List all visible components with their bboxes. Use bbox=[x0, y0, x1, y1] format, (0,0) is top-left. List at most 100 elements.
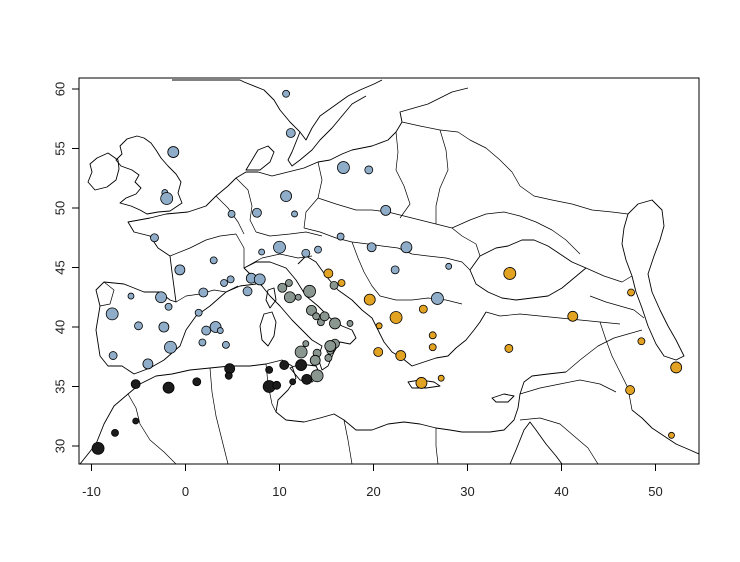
site-point-blue bbox=[390, 265, 400, 275]
site-point-blue bbox=[291, 210, 298, 218]
site-point-blue bbox=[155, 291, 167, 304]
site-point-blue bbox=[366, 242, 377, 253]
site-point-blue bbox=[158, 321, 170, 333]
site-point-blue bbox=[198, 338, 207, 347]
site-point-orange bbox=[375, 322, 383, 330]
site-point-gray bbox=[324, 340, 337, 352]
site-point-gray bbox=[294, 345, 308, 359]
site-point-blue bbox=[220, 279, 228, 287]
site-point-gray bbox=[306, 304, 317, 316]
y-tick-label: 35 bbox=[53, 379, 68, 393]
site-point-blue bbox=[209, 256, 218, 265]
site-point-blue bbox=[301, 248, 311, 258]
site-point-gray bbox=[346, 320, 354, 327]
y-axis: 30 35 40 45 50 55 60 bbox=[53, 82, 80, 453]
site-point-blue bbox=[198, 287, 209, 298]
x-tick-label: 30 bbox=[460, 484, 474, 499]
site-point-blue bbox=[222, 340, 230, 349]
y-tick-label: 40 bbox=[53, 320, 68, 334]
site-point-blue bbox=[258, 248, 266, 256]
x-axis: -10 0 10 20 30 40 50 bbox=[82, 463, 663, 499]
site-point-blue bbox=[364, 165, 374, 175]
site-point-blue bbox=[164, 340, 177, 354]
site-point-orange bbox=[625, 385, 636, 395]
country-borders bbox=[99, 121, 645, 464]
site-point-blue bbox=[108, 351, 118, 360]
site-point-orange bbox=[418, 304, 428, 314]
site-point-dark bbox=[162, 381, 175, 394]
site-point-orange bbox=[437, 374, 445, 382]
y-tick-label: 45 bbox=[53, 260, 68, 274]
site-point-dark bbox=[132, 417, 140, 425]
site-point-blue bbox=[134, 321, 143, 331]
site-point-blue bbox=[314, 245, 322, 254]
site-point-gray bbox=[324, 354, 333, 362]
site-point-blue bbox=[201, 325, 212, 336]
site-point-gray bbox=[303, 284, 316, 298]
site-point-orange bbox=[415, 377, 428, 389]
site-point-orange bbox=[363, 293, 376, 306]
site-point-gray bbox=[309, 354, 321, 366]
great-britain-coastline bbox=[115, 135, 183, 215]
red-sea-coastline bbox=[509, 421, 563, 464]
site-point-blue bbox=[380, 204, 392, 216]
x-tick-label: -10 bbox=[82, 484, 101, 499]
site-point-blue bbox=[160, 192, 174, 205]
site-point-dark bbox=[130, 379, 141, 390]
site-point-dark bbox=[192, 377, 202, 387]
site-point-dark bbox=[301, 373, 313, 385]
site-point-blue bbox=[445, 262, 453, 270]
north-africa-coastline bbox=[79, 359, 567, 464]
site-point-gray bbox=[319, 311, 330, 322]
site-point-dark bbox=[111, 429, 119, 437]
cyprus-coastline bbox=[491, 393, 515, 403]
site-point-gray bbox=[284, 279, 293, 287]
site-point-blue bbox=[164, 302, 173, 311]
site-point-orange bbox=[395, 350, 407, 361]
x-tick-label: 0 bbox=[182, 484, 189, 499]
y-tick-label: 60 bbox=[53, 82, 68, 96]
site-point-gray bbox=[277, 282, 288, 293]
y-tick-label: 30 bbox=[53, 439, 68, 453]
site-point-gray bbox=[329, 317, 341, 330]
site-point-blue bbox=[174, 264, 186, 276]
black-sea-coastline bbox=[469, 239, 587, 301]
sweden-coastline bbox=[287, 95, 367, 167]
site-point-blue bbox=[194, 308, 203, 317]
x-tick-label: 50 bbox=[648, 484, 662, 499]
site-point-orange bbox=[627, 288, 635, 297]
basemap bbox=[79, 79, 699, 464]
points-layer bbox=[91, 89, 683, 455]
site-point-gray bbox=[302, 340, 310, 348]
site-point-orange bbox=[373, 347, 384, 357]
x-tick-label: 40 bbox=[554, 484, 568, 499]
site-point-gray bbox=[283, 291, 296, 304]
site-point-dark bbox=[91, 441, 105, 455]
site-point-blue bbox=[226, 275, 235, 284]
site-point-orange bbox=[637, 337, 646, 346]
x-tick-label: 10 bbox=[272, 484, 286, 499]
site-point-blue bbox=[127, 292, 135, 300]
site-point-blue bbox=[105, 307, 119, 321]
site-point-orange bbox=[428, 331, 437, 340]
site-point-blue bbox=[242, 286, 253, 297]
site-point-orange bbox=[504, 344, 514, 353]
persian-gulf-coastline bbox=[631, 409, 699, 455]
site-point-dark bbox=[272, 380, 282, 390]
caspian-sea-coastline bbox=[621, 199, 685, 361]
site-point-orange bbox=[389, 311, 403, 324]
site-point-orange bbox=[567, 310, 579, 322]
site-point-gray bbox=[294, 293, 302, 301]
site-point-blue bbox=[273, 240, 286, 254]
site-point-gray bbox=[312, 312, 321, 321]
site-point-orange bbox=[668, 431, 675, 439]
site-point-dark bbox=[279, 360, 290, 370]
y-tick-label: 50 bbox=[53, 201, 68, 215]
site-point-orange bbox=[323, 268, 334, 279]
site-point-gray bbox=[310, 369, 324, 383]
site-point-blue bbox=[227, 210, 236, 218]
site-point-gray bbox=[329, 280, 339, 290]
site-point-blue bbox=[336, 232, 345, 241]
site-point-dark bbox=[224, 371, 233, 380]
